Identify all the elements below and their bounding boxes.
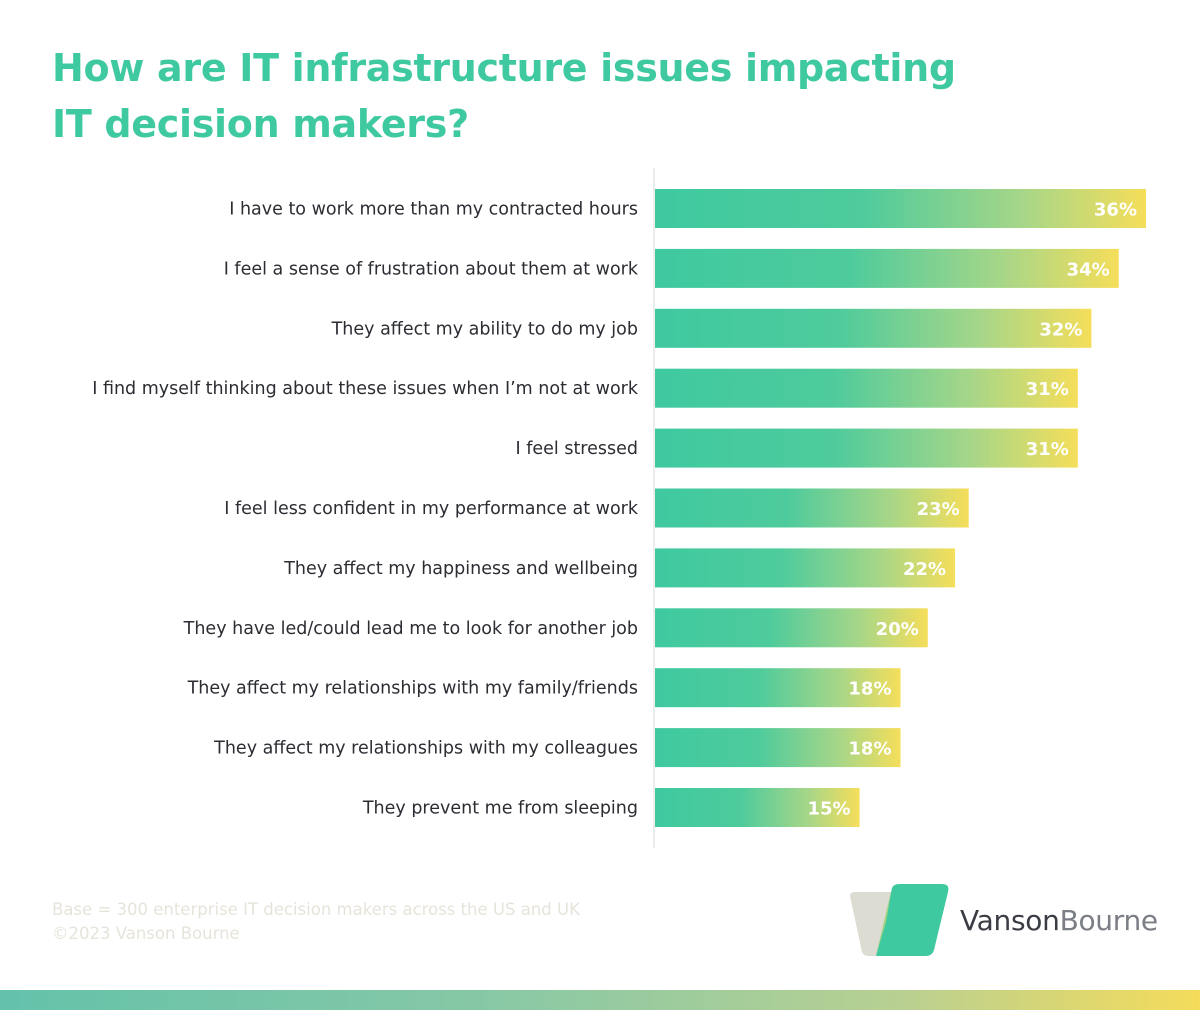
- bar: [655, 308, 1092, 348]
- category-label: They have led/could lead me to look for …: [183, 619, 638, 639]
- value-label: 31%: [1026, 439, 1069, 460]
- bar: [655, 788, 860, 827]
- category-label: I feel stressed: [515, 439, 638, 459]
- logo-text-vanson: Vanson: [960, 904, 1060, 937]
- chart-title-line-2: IT decision makers?: [52, 102, 469, 146]
- logo-mark-icon: [850, 884, 949, 956]
- category-label: They affect my happiness and wellbeing: [283, 559, 638, 579]
- bar: [655, 608, 928, 648]
- category-label: They affect my relationships with my fam…: [187, 679, 638, 699]
- bar: [655, 488, 969, 528]
- category-label: I feel a sense of frustration about them…: [224, 259, 639, 279]
- footnote-copyright: ©2023 Vanson Bourne: [52, 924, 240, 943]
- value-label: 20%: [876, 619, 919, 640]
- value-label: 36%: [1094, 200, 1137, 221]
- category-label: I have to work more than my contracted h…: [229, 200, 638, 220]
- bar: [655, 248, 1119, 288]
- bar-chart: I have to work more than my contracted h…: [92, 168, 1146, 848]
- value-label: 34%: [1067, 259, 1110, 280]
- category-label: They prevent me from sleeping: [362, 799, 638, 819]
- value-label: 18%: [848, 739, 891, 760]
- bottom-gradient-bar: [0, 990, 1200, 1010]
- chart-title: How are IT infrastructure issues impacti…: [52, 40, 1052, 152]
- footnote-base: Base = 300 enterprise IT decision makers…: [52, 900, 580, 919]
- value-label: 32%: [1039, 319, 1082, 340]
- bars-group: I have to work more than my contracted h…: [92, 189, 1146, 827]
- value-label: 31%: [1026, 379, 1069, 400]
- bar: [655, 189, 1146, 228]
- bar: [655, 728, 901, 768]
- footnote: Base = 300 enterprise IT decision makers…: [52, 898, 580, 946]
- category-label: I find myself thinking about these issue…: [92, 379, 639, 399]
- value-label: 22%: [903, 559, 946, 580]
- chart-title-line-1: How are IT infrastructure issues impacti…: [52, 46, 956, 90]
- category-label: They affect my relationships with my col…: [213, 739, 638, 759]
- value-label: 15%: [807, 799, 850, 820]
- category-label: They affect my ability to do my job: [331, 319, 638, 339]
- bar: [655, 428, 1078, 468]
- vanson-bourne-logo: VansonBourne: [846, 882, 1166, 958]
- value-label: 18%: [848, 679, 891, 700]
- bar: [655, 548, 956, 588]
- bar: [655, 368, 1078, 408]
- category-label: I feel less confident in my performance …: [224, 499, 639, 519]
- bar: [655, 668, 901, 708]
- value-label: 23%: [917, 499, 960, 520]
- logo-text-bourne: Bourne: [1059, 904, 1159, 937]
- logo-text: VansonBourne: [960, 904, 1158, 937]
